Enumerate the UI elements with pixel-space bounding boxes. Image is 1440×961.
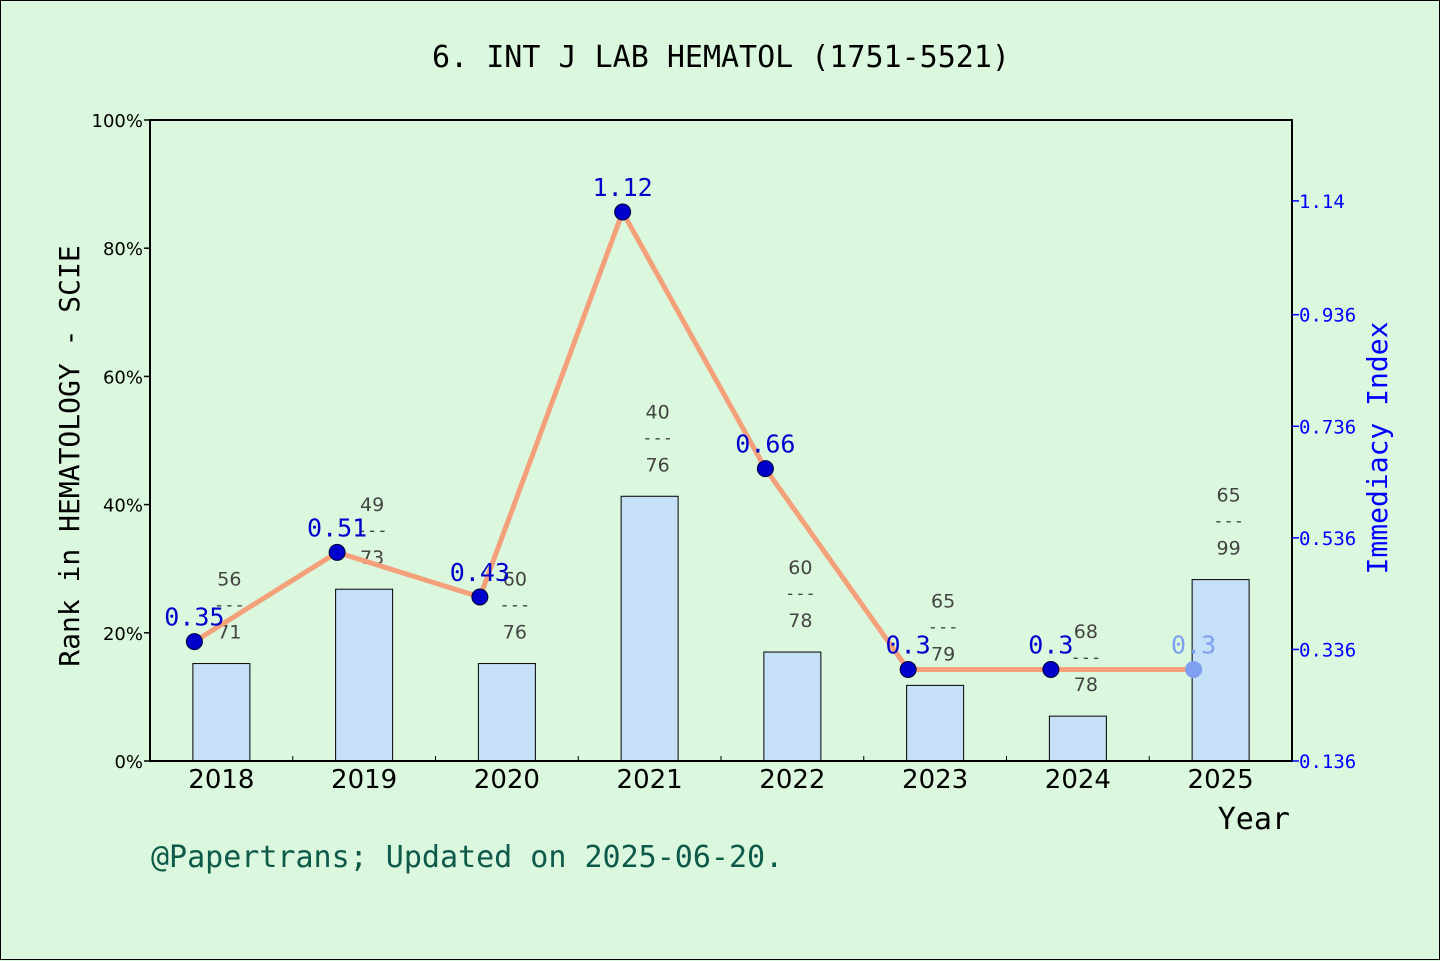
right-tick-label: 1.14 — [1299, 191, 1345, 213]
left-axis-label: Rank in HEMATOLOGY - SCIE — [53, 245, 86, 666]
x-tick-label-2019: 2019 — [331, 765, 397, 795]
bar-rank-label: 60 — [788, 557, 812, 579]
bar-total-label: 79 — [931, 643, 955, 665]
immediacy-point-2020 — [471, 588, 489, 606]
bar-rank-label: 56 — [217, 569, 241, 591]
bar-separator-label: --- — [928, 617, 959, 637]
left-tick-label: 100% — [92, 111, 143, 132]
right-tick-label: 0.336 — [1299, 639, 1356, 661]
immediacy-point-2022 — [756, 460, 774, 478]
immediacy-value-label: 0.35 — [164, 603, 224, 632]
x-tick-label-2022: 2022 — [759, 765, 825, 795]
bar-rank-label: 49 — [360, 494, 384, 516]
immediacy-value-label: 0.3 — [886, 631, 931, 660]
left-axis-ticks: 0% 20% 40% 60% 80% 100% — [92, 111, 150, 773]
immediacy-point-2025 — [1185, 661, 1203, 679]
bar-separator-label: --- — [642, 428, 673, 448]
immediacy-point-2018 — [185, 633, 203, 651]
bar-rank-label: 60 — [503, 569, 527, 591]
immediacy-point-2019 — [328, 543, 346, 561]
right-axis-label: Immediacy Index — [1361, 322, 1394, 575]
right-tick-label: 0.936 — [1299, 305, 1356, 327]
x-axis-label: Year — [1218, 802, 1290, 837]
bar-separator-label: --- — [357, 521, 388, 541]
x-tick-label-2018: 2018 — [188, 765, 254, 795]
bar-2020 — [477, 663, 536, 762]
immediacy-value-label: 0.3 — [1028, 631, 1073, 660]
bar-total-label: 71 — [217, 622, 241, 644]
bar-separator-label: --- — [785, 584, 816, 604]
bar-rank-label: 65 — [931, 590, 955, 612]
left-tick-label: 0% — [114, 752, 143, 773]
immediacy-value-label: 1.12 — [593, 173, 653, 202]
bar-2021 — [620, 495, 679, 762]
bar-total-label: 76 — [503, 622, 527, 644]
left-tick-label: 20% — [103, 624, 143, 645]
bar-separator-label: --- — [1213, 512, 1244, 532]
immediacy-point-2021 — [614, 203, 632, 221]
right-tick-label: 0.136 — [1299, 751, 1356, 773]
bar-total-label: 78 — [1074, 674, 1098, 696]
bar-rank-label: 65 — [1217, 485, 1241, 507]
bar-2018 — [192, 663, 251, 762]
bar-total-label: 78 — [788, 610, 812, 632]
left-tick-label: 80% — [103, 239, 143, 260]
immediacy-point-2023 — [899, 661, 917, 679]
x-tick-label-2021: 2021 — [617, 765, 683, 795]
bar-rank-label: 68 — [1074, 621, 1098, 643]
bar-total-label: 76 — [646, 454, 670, 476]
bar-group — [192, 495, 1250, 762]
bar-label-group: 56---7149---7360---7640---7660---7865---… — [214, 401, 1244, 696]
x-tick-label-2023: 2023 — [902, 765, 968, 795]
right-axis-ticks: 0.136 0.336 0.536 0.736 0.936 1.14 — [1292, 191, 1356, 773]
immediacy-value-label: 0.51 — [307, 513, 367, 542]
right-tick-label: 0.536 — [1299, 528, 1356, 550]
bar-separator-label: --- — [214, 596, 245, 616]
line-series-group: 0.35 0.51 0.43 1.12 0.66 0.3 0.3 0.3 — [164, 173, 1216, 679]
x-tick-label-2025: 2025 — [1188, 765, 1254, 795]
immediacy-index-line — [193, 209, 1194, 673]
x-tick-label-2024: 2024 — [1045, 765, 1111, 795]
left-tick-label: 40% — [103, 496, 143, 517]
x-tick-label-2020: 2020 — [474, 765, 540, 795]
immediacy-point-2024 — [1042, 661, 1060, 679]
bar-2019 — [335, 588, 394, 762]
immediacy-value-label: 0.66 — [735, 430, 795, 459]
bar-total-label: 99 — [1217, 538, 1241, 560]
x-axis-ticks: 2018 2019 2020 2021 2022 2023 2024 2025 — [149, 756, 1293, 795]
footer-credit: @Papertrans; Updated on 2025-06-20. — [151, 840, 783, 875]
immediacy-value-label: 0.3 — [1171, 631, 1216, 660]
left-tick-label: 60% — [103, 367, 143, 388]
chart-title: 6. INT J LAB HEMATOL (1751-5521) — [432, 40, 1010, 75]
bar-2024 — [1048, 715, 1107, 762]
bar-rank-label: 40 — [646, 401, 670, 423]
plot-area-border — [149, 119, 1293, 762]
bar-separator-label: --- — [1071, 648, 1102, 668]
bar-2022 — [763, 651, 822, 762]
immediacy-value-label: 0.43 — [450, 558, 510, 587]
bar-separator-label: --- — [500, 596, 531, 616]
bar-2023 — [906, 684, 965, 762]
right-tick-label: 0.736 — [1299, 416, 1356, 438]
